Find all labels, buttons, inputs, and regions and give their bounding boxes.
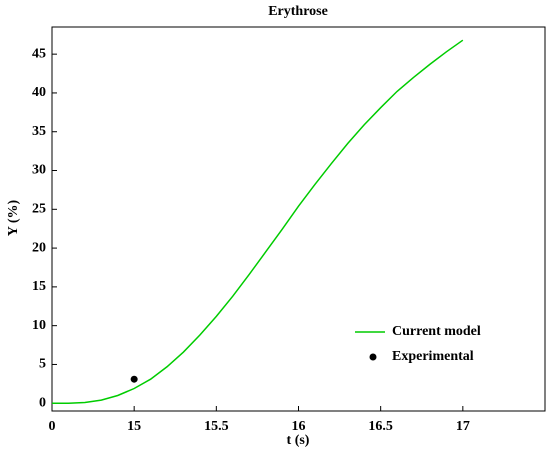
y-tick-label: 10 xyxy=(32,318,46,333)
x-tick-label: 16.5 xyxy=(368,419,393,434)
x-tick-label: 16 xyxy=(292,419,306,434)
chart-title: Erythrose xyxy=(268,4,328,19)
x-tick-label: 17 xyxy=(456,419,470,434)
model-line xyxy=(52,39,464,404)
legend-marker xyxy=(369,353,377,361)
data-point xyxy=(130,375,138,383)
y-tick-label: 20 xyxy=(32,240,46,255)
y-tick-label: 15 xyxy=(32,279,46,294)
x-tick-label: 15.5 xyxy=(204,419,229,434)
y-tick-label: 0 xyxy=(39,395,46,410)
legend-label: Current model xyxy=(392,324,481,339)
y-tick-label: 30 xyxy=(32,163,46,178)
x-tick-label: 0 xyxy=(49,419,56,434)
x-tick-label: 15 xyxy=(127,419,141,434)
y-tick-label: 45 xyxy=(32,46,46,61)
x-axis-label: t (s) xyxy=(287,433,310,448)
y-axis-label: Y (%) xyxy=(6,199,21,236)
y-tick-label: 40 xyxy=(32,85,46,100)
y-tick-label: 35 xyxy=(32,124,46,139)
legend-label: Experimental xyxy=(392,349,474,364)
y-tick-label: 25 xyxy=(32,202,46,217)
y-tick-label: 5 xyxy=(39,357,46,372)
